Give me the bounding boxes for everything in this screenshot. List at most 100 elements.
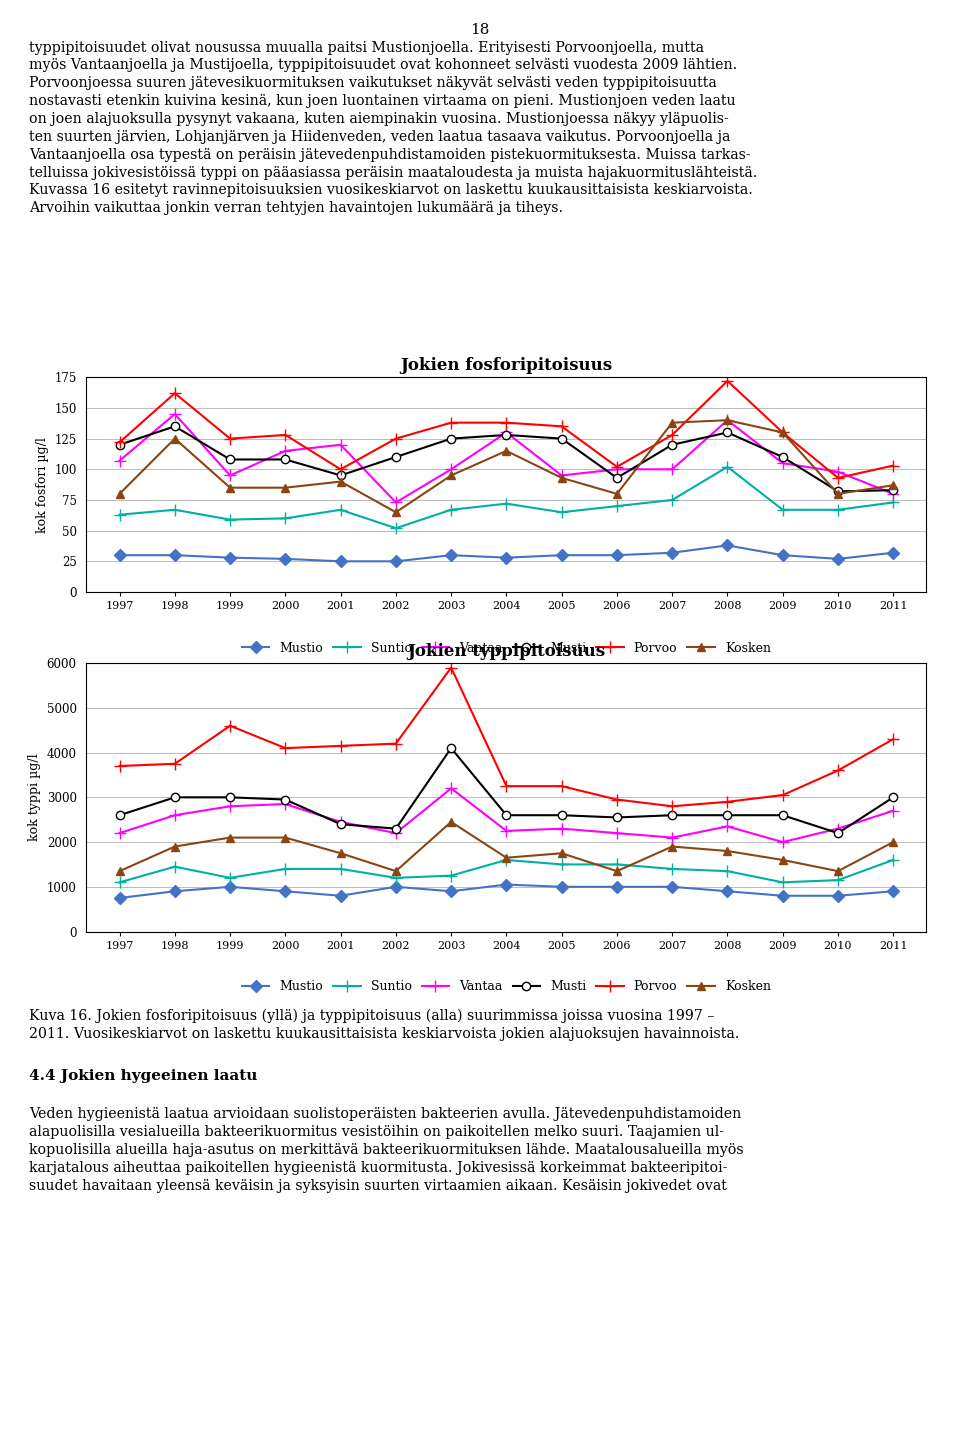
Musti [279, 451, 291, 469]
Legend: Mustio, Suntio, Vantaa, Musti, Porvoo, Kosken: Mustio, Suntio, Vantaa, Musti, Porvoo, K… [237, 637, 776, 660]
Porvoo [169, 385, 180, 402]
Vantaa [500, 424, 512, 441]
Porvoo [445, 659, 457, 676]
Line: Vantaa: Vantaa [113, 408, 900, 509]
Kosken [722, 412, 733, 429]
Vantaa [225, 467, 236, 485]
Suntio [722, 862, 733, 879]
Mustio [114, 889, 126, 907]
Vantaa [279, 443, 291, 460]
Porvoo [722, 373, 733, 390]
Porvoo [832, 469, 844, 486]
Line: Vantaa: Vantaa [113, 782, 900, 849]
Vantaa [500, 823, 512, 840]
Porvoo [335, 460, 347, 477]
Musti [556, 429, 567, 447]
Porvoo [114, 757, 126, 775]
Vantaa [722, 818, 733, 836]
Mustio [335, 553, 347, 570]
Suntio [169, 858, 180, 875]
Kosken [832, 485, 844, 502]
Legend: Mustio, Suntio, Vantaa, Musti, Porvoo, Kosken: Mustio, Suntio, Vantaa, Musti, Porvoo, K… [237, 975, 776, 998]
Porvoo [169, 755, 180, 772]
Y-axis label: kok typpi µg/l: kok typpi µg/l [28, 753, 41, 842]
Vantaa [556, 820, 567, 837]
Vantaa [666, 460, 678, 477]
Kosken [114, 862, 126, 879]
Kosken [335, 844, 347, 862]
Suntio [335, 860, 347, 878]
Vantaa [832, 463, 844, 480]
Porvoo [445, 414, 457, 431]
Mustio [114, 547, 126, 564]
Kosken [777, 424, 788, 441]
Line: Mustio: Mustio [115, 881, 898, 903]
Porvoo [225, 717, 236, 734]
Musti [225, 451, 236, 469]
Vantaa [612, 460, 623, 477]
Suntio [777, 501, 788, 518]
Vantaa [777, 833, 788, 850]
Vantaa [556, 467, 567, 485]
Kosken [445, 813, 457, 830]
Mustio [225, 878, 236, 895]
Musti [169, 418, 180, 435]
Porvoo [114, 434, 126, 451]
Line: Suntio: Suntio [113, 853, 900, 888]
Kosken [169, 429, 180, 447]
Text: 18: 18 [470, 23, 490, 38]
Line: Musti: Musti [115, 744, 898, 837]
Suntio [500, 495, 512, 512]
Suntio [279, 509, 291, 527]
Musti [666, 437, 678, 454]
Porvoo [390, 429, 401, 447]
Kosken [556, 844, 567, 862]
Porvoo [612, 791, 623, 808]
Mustio [722, 537, 733, 554]
Line: Kosken: Kosken [115, 416, 898, 517]
Vantaa [445, 779, 457, 797]
Mustio [887, 882, 899, 900]
Musti [390, 448, 401, 466]
Musti [832, 483, 844, 501]
Suntio [335, 501, 347, 518]
Suntio [612, 856, 623, 874]
Kosken [666, 414, 678, 431]
Porvoo [722, 794, 733, 811]
Musti [225, 789, 236, 807]
Line: Musti: Musti [115, 422, 898, 496]
Suntio [887, 493, 899, 511]
Kosken [556, 469, 567, 486]
Mustio [169, 547, 180, 564]
Mustio [225, 548, 236, 566]
Porvoo [887, 730, 899, 747]
Mustio [556, 878, 567, 895]
Kosken [390, 503, 401, 521]
Musti [832, 824, 844, 842]
Title: Jokien typpipitoisuus: Jokien typpipitoisuus [407, 643, 606, 660]
Vantaa [390, 493, 401, 511]
Suntio [612, 498, 623, 515]
Kosken [666, 837, 678, 855]
Musti [335, 815, 347, 833]
Porvoo [666, 798, 678, 815]
Porvoo [225, 429, 236, 447]
Text: 4.4 Jokien hygeeinen laatu: 4.4 Jokien hygeeinen laatu [29, 1069, 257, 1084]
Line: Porvoo: Porvoo [113, 662, 900, 813]
Mustio [390, 878, 401, 895]
Porvoo [777, 786, 788, 804]
Kosken [500, 849, 512, 866]
Mustio [887, 544, 899, 562]
Vantaa [169, 807, 180, 824]
Mustio [556, 547, 567, 564]
Musti [445, 740, 457, 757]
Vantaa [390, 824, 401, 842]
Text: Veden hygieenistä laatua arvioidaan suolistoperäisten bakteerien avulla. Jäteved: Veden hygieenistä laatua arvioidaan suol… [29, 1107, 743, 1193]
Musti [114, 807, 126, 824]
Mustio [666, 544, 678, 562]
Suntio [666, 860, 678, 878]
Text: typpipitoisuudet olivat nousussa muualla paitsi Mustionjoella. Erityisesti Porvo: typpipitoisuudet olivat nousussa muualla… [29, 41, 757, 215]
Line: Mustio: Mustio [115, 541, 898, 566]
Porvoo [390, 734, 401, 752]
Mustio [612, 878, 623, 895]
